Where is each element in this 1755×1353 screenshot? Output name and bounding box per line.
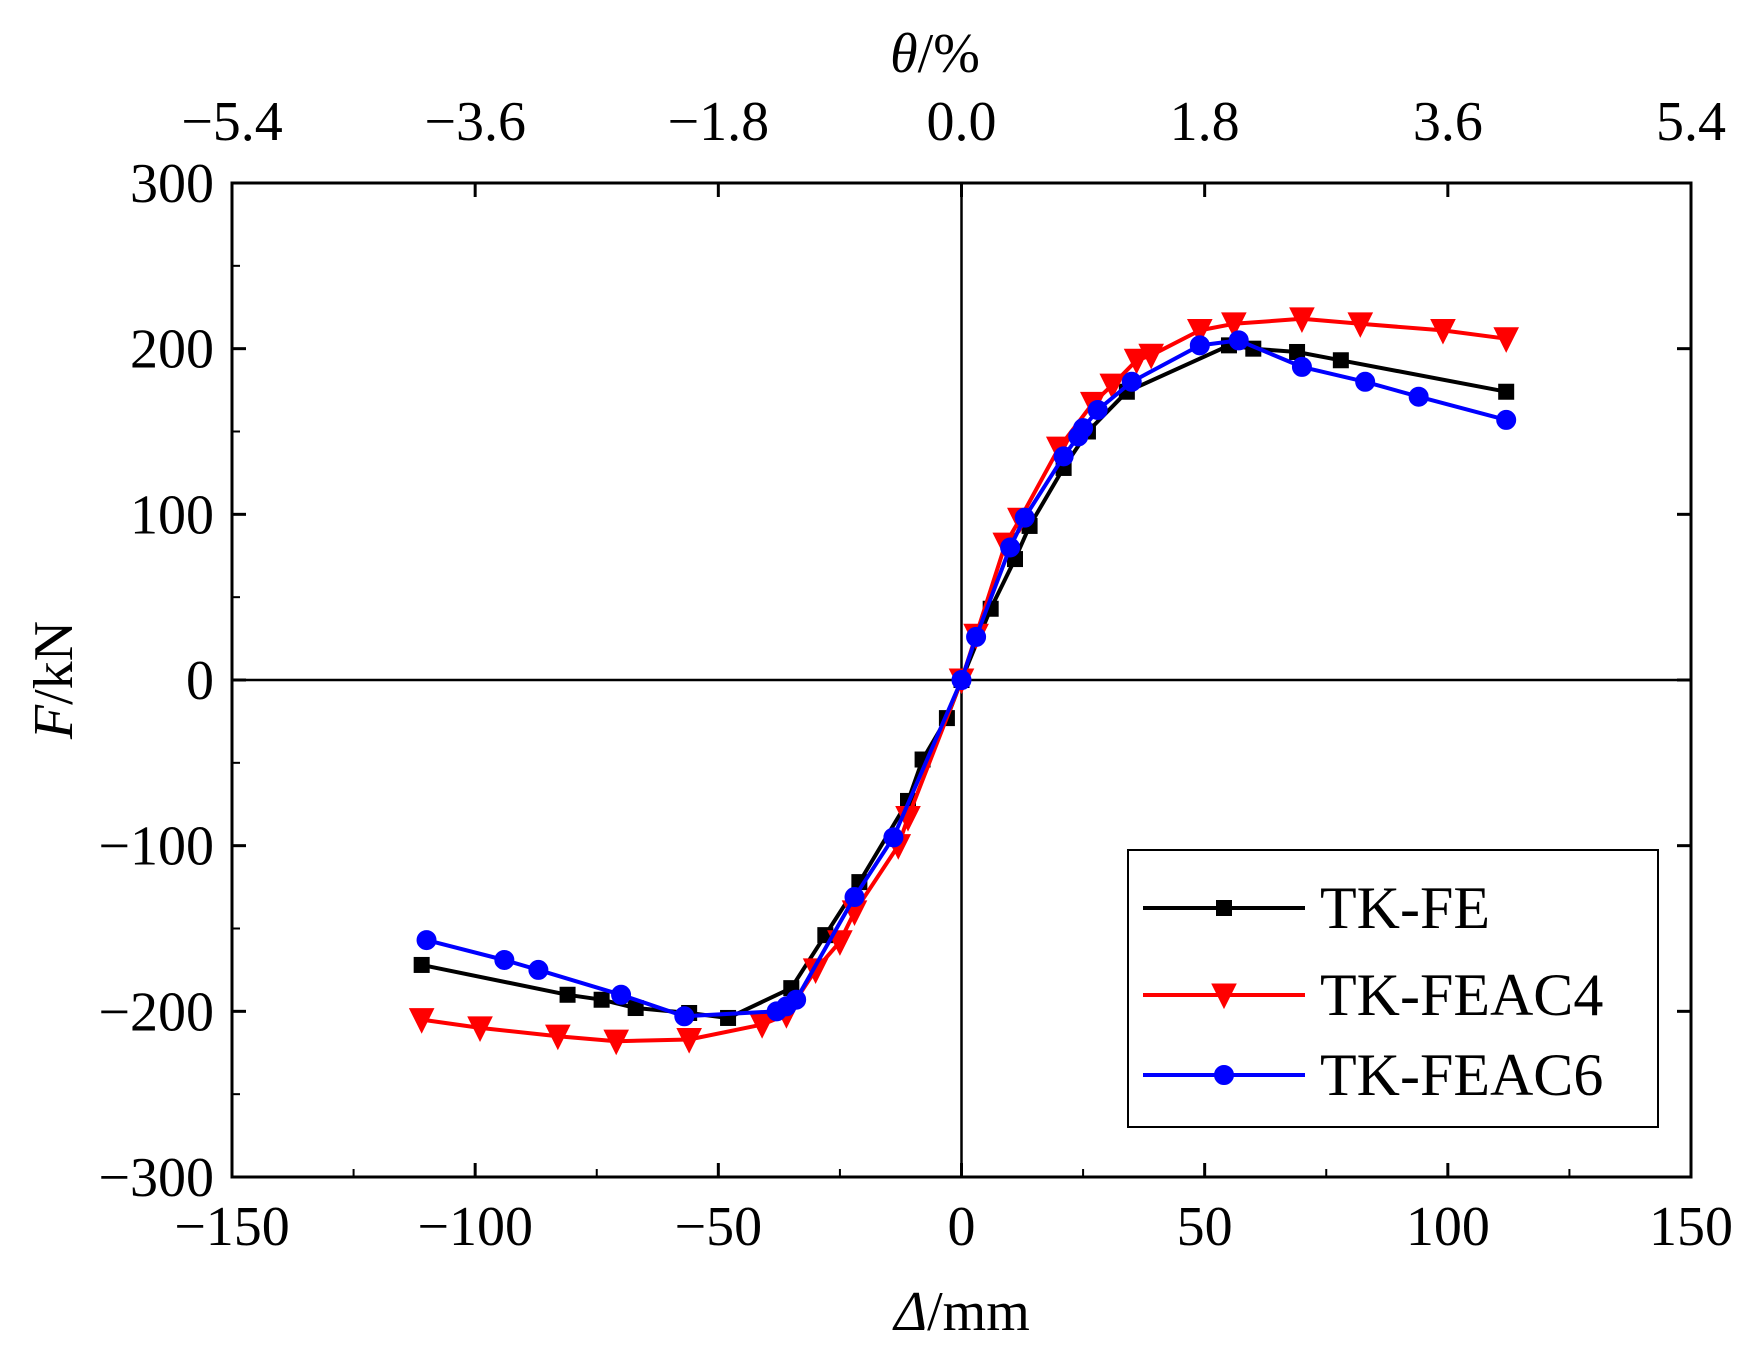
x-tick-label: 50 <box>1177 1196 1233 1258</box>
data-point <box>1332 352 1349 369</box>
y-tick-label: 0 <box>186 650 214 712</box>
top-x-tick-label: 1.8 <box>1170 91 1240 153</box>
x-tick-label: 0 <box>948 1196 976 1258</box>
data-point <box>545 1024 571 1051</box>
legend-swatch-marker <box>1214 1065 1234 1085</box>
legend-entry: TK-FE <box>1143 875 1490 941</box>
x-tick-label: −50 <box>675 1196 763 1258</box>
y-tick-label: −200 <box>98 981 214 1043</box>
data-point <box>1014 507 1035 528</box>
legend-swatch-marker <box>1211 983 1237 1010</box>
x-axis-title-unit: /mm <box>927 1281 1030 1343</box>
x-tick-label: 100 <box>1406 1196 1490 1258</box>
y-tick-label: 100 <box>130 484 214 546</box>
data-point <box>559 986 576 1003</box>
data-point <box>1408 386 1429 407</box>
x-tick-label: 150 <box>1649 1196 1733 1258</box>
x-axis-title: Δ/mm <box>892 1281 1030 1343</box>
data-point <box>467 1016 493 1043</box>
data-point <box>676 1027 702 1054</box>
data-point <box>1123 348 1150 375</box>
data-point <box>611 984 632 1005</box>
data-point <box>1430 318 1456 345</box>
x-axis-title-symbol: Δ <box>892 1281 927 1343</box>
top-x-tick-label: 5.4 <box>1656 91 1726 153</box>
data-point <box>1498 383 1515 400</box>
x-tick-label: −100 <box>417 1196 533 1258</box>
top-x-axis-title-symbol: θ <box>890 23 918 85</box>
data-point <box>1228 330 1249 351</box>
data-point <box>416 930 437 951</box>
y-tick-label: −300 <box>98 1147 214 1209</box>
data-point <box>1073 418 1094 439</box>
data-point <box>966 626 987 647</box>
legend-label: TK-FEAC4 <box>1320 962 1603 1028</box>
top-x-tick-label: −3.6 <box>424 91 526 153</box>
y-tick-label: −100 <box>98 816 214 878</box>
data-point <box>1496 409 1517 430</box>
data-point <box>408 1008 435 1034</box>
data-point <box>528 959 549 980</box>
y-tick-label: 200 <box>130 319 214 381</box>
data-point <box>1221 312 1247 338</box>
data-point <box>1000 537 1021 558</box>
top-x-tick-label: 0.0 <box>927 91 997 153</box>
data-point <box>802 958 829 985</box>
data-point <box>1355 371 1376 392</box>
y-axis-title: F/kN <box>23 621 85 740</box>
top-x-tick-label: −1.8 <box>668 91 770 153</box>
top-x-axis-title-unit: /% <box>918 23 980 85</box>
legend-label: TK-FEAC6 <box>1320 1042 1603 1108</box>
data-point <box>413 956 430 973</box>
axes: −150 −100 −50 0 50 100 150 −5.4 −3.6 −1.8 0.0 1.8 3.… <box>98 91 1733 1258</box>
data-point <box>1493 327 1520 353</box>
y-axis-title-unit: /kN <box>23 621 85 705</box>
y-axis-title-symbol: F <box>23 704 85 740</box>
series-TK-FEAC6 <box>416 330 1517 1027</box>
top-x-axis-title: θ/% <box>890 23 980 85</box>
data-point <box>1291 356 1312 377</box>
legend-swatch-marker <box>1216 900 1232 916</box>
data-point <box>1099 373 1126 400</box>
x-tick-label: −150 <box>174 1196 290 1258</box>
data-point <box>1121 371 1142 392</box>
data-point <box>951 670 972 690</box>
data-point <box>786 989 807 1010</box>
legend-entry: TK-FEAC6 <box>1143 1042 1603 1108</box>
top-x-tick-label: 3.6 <box>1413 91 1483 153</box>
series-layer <box>408 307 1520 1056</box>
data-point <box>1186 318 1213 345</box>
data-point <box>1087 399 1108 420</box>
data-point <box>844 887 865 908</box>
data-point <box>1289 307 1315 333</box>
data-point <box>593 991 610 1008</box>
legend-label: TK-FE <box>1320 875 1490 941</box>
legend: TK-FE TK-FEAC4 TK-FEAC6 <box>1127 849 1659 1128</box>
legend-entry: TK-FEAC4 <box>1143 962 1603 1028</box>
data-point <box>883 827 904 848</box>
top-x-tick-label: −5.4 <box>181 91 283 153</box>
data-point <box>1347 312 1374 338</box>
data-point <box>603 1029 630 1056</box>
data-point <box>1053 446 1074 467</box>
data-point <box>494 949 515 970</box>
data-point <box>1138 343 1164 370</box>
y-tick-label: 300 <box>130 153 214 215</box>
data-point <box>1189 335 1210 356</box>
data-point <box>674 1006 695 1027</box>
